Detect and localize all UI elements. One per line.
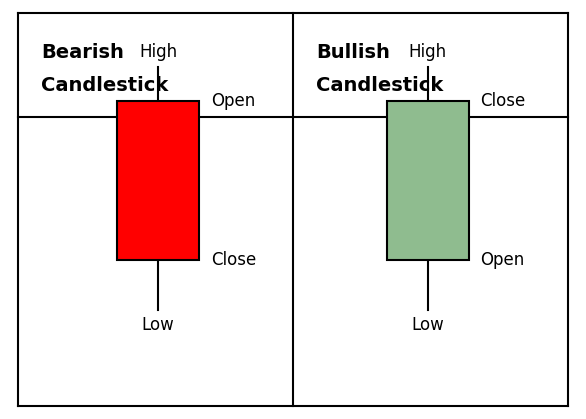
Text: Open: Open bbox=[481, 251, 525, 269]
Text: Bearish: Bearish bbox=[41, 43, 124, 62]
Text: High: High bbox=[139, 43, 178, 61]
Bar bbox=[387, 101, 469, 260]
Bar bbox=[117, 101, 199, 260]
Text: High: High bbox=[408, 43, 447, 61]
Text: Close: Close bbox=[211, 251, 256, 269]
Text: Close: Close bbox=[481, 92, 526, 109]
Text: Open: Open bbox=[211, 92, 255, 109]
Text: Candlestick: Candlestick bbox=[316, 76, 444, 96]
Text: Candlestick: Candlestick bbox=[41, 76, 168, 96]
Text: Low: Low bbox=[142, 316, 175, 334]
Text: Bullish: Bullish bbox=[316, 43, 390, 62]
Text: Low: Low bbox=[411, 316, 444, 334]
